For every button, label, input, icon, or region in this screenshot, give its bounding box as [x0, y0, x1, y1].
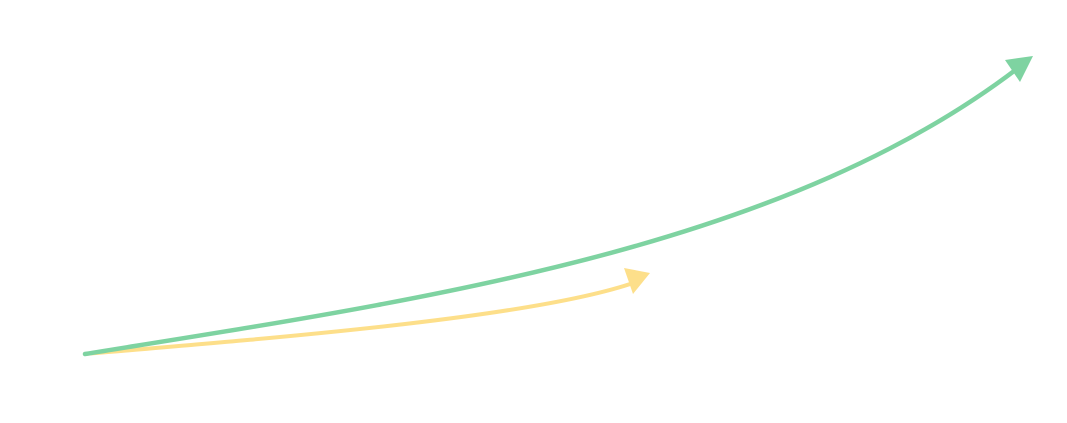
yellow-arrow: [83, 268, 650, 356]
green-arrow: [82, 56, 1033, 357]
yellow-arrow-head: [624, 268, 650, 294]
green-arrow-line: [82, 65, 1021, 357]
yellow-arrow-line: [83, 280, 638, 356]
green-arrow-head: [1005, 56, 1033, 82]
